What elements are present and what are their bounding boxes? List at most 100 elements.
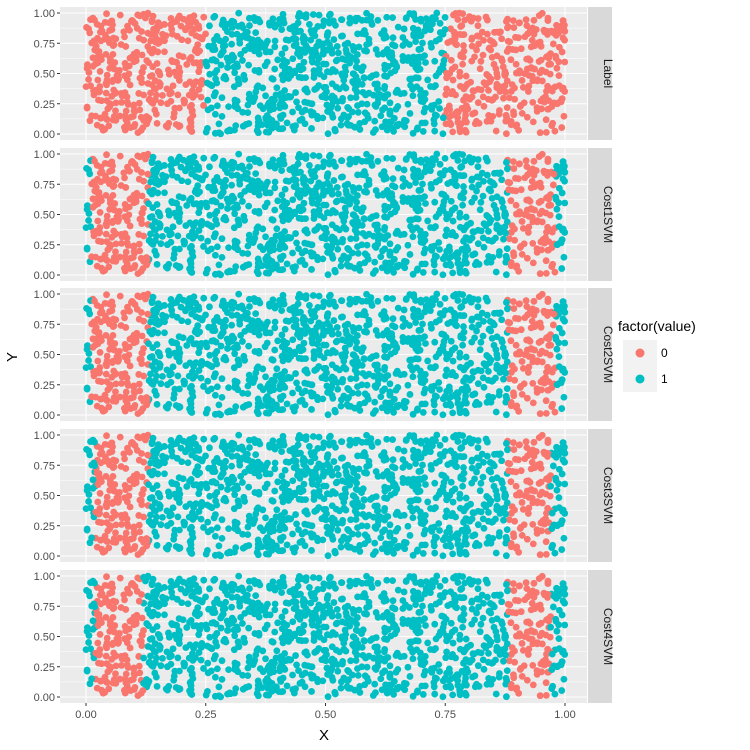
data-point: [146, 353, 154, 361]
data-point: [228, 165, 236, 172]
data-point: [338, 55, 346, 63]
data-point: [236, 180, 244, 188]
data-point: [354, 389, 362, 397]
data-point: [122, 397, 130, 404]
data-point: [115, 207, 123, 215]
data-point: [228, 56, 236, 64]
data-point: [527, 184, 535, 192]
data-point: [236, 320, 244, 328]
data-point: [399, 175, 407, 182]
y-tick-label: 0.75: [34, 319, 55, 331]
data-point: [503, 77, 511, 85]
data-point: [474, 303, 482, 311]
data-point: [515, 126, 523, 134]
data-point: [352, 14, 360, 22]
data-point: [560, 393, 568, 401]
data-point: [356, 267, 364, 274]
data-point: [430, 156, 438, 164]
data-point: [351, 85, 359, 93]
data-point: [258, 402, 266, 409]
data-point: [164, 264, 171, 272]
data-point: [131, 262, 139, 269]
data-point: [542, 269, 550, 277]
data-point: [306, 302, 313, 309]
data-point: [485, 72, 493, 80]
data-point: [521, 70, 529, 78]
data-point: [218, 393, 226, 401]
data-point: [255, 66, 263, 74]
data-point: [324, 271, 332, 279]
data-point: [391, 183, 399, 191]
data-point: [94, 498, 102, 506]
data-point: [449, 550, 457, 558]
y-tick-label: 0.50: [34, 210, 55, 222]
data-point: [350, 324, 357, 332]
data-point: [410, 53, 417, 61]
data-point: [330, 317, 338, 324]
data-point: [202, 311, 209, 319]
data-point: [459, 151, 467, 159]
data-point: [292, 263, 299, 271]
data-point: [447, 90, 455, 98]
data-point: [479, 473, 487, 481]
data-point: [321, 232, 329, 239]
data-point: [544, 436, 552, 444]
data-point: [140, 372, 148, 380]
data-point: [512, 60, 520, 68]
data-point: [399, 52, 407, 60]
data-point: [528, 205, 536, 213]
data-point: [218, 375, 226, 383]
data-point: [136, 215, 144, 223]
data-point: [374, 297, 382, 305]
data-point: [400, 257, 408, 265]
data-point: [546, 70, 554, 78]
data-point: [195, 163, 202, 171]
data-point: [117, 322, 125, 329]
data-point: [159, 311, 166, 319]
data-point: [255, 50, 263, 58]
data-point: [540, 26, 548, 34]
data-point: [127, 17, 135, 25]
data-point: [320, 73, 328, 81]
data-point: [433, 9, 441, 17]
data-point: [327, 385, 334, 393]
data-point: [93, 402, 101, 410]
data-point: [116, 292, 124, 300]
data-point: [269, 123, 277, 131]
data-point: [345, 121, 352, 129]
data-point: [262, 92, 269, 100]
data-point: [289, 55, 297, 63]
data-point: [308, 406, 315, 413]
data-point: [228, 305, 236, 312]
data-point: [304, 240, 312, 248]
data-point: [103, 71, 111, 79]
data-point: [148, 81, 156, 89]
data-point: [457, 164, 465, 171]
data-point: [549, 400, 557, 408]
data-point: [461, 16, 469, 24]
data-point: [206, 70, 214, 78]
data-point: [361, 47, 368, 55]
data-point: [525, 82, 533, 90]
data-point: [244, 242, 252, 250]
data-point: [185, 304, 193, 312]
data-point: [558, 95, 566, 103]
data-point: [195, 227, 203, 234]
data-point: [421, 333, 428, 340]
data-point: [183, 202, 191, 209]
data-point: [356, 126, 364, 133]
data-point: [269, 404, 277, 412]
data-point: [147, 89, 154, 97]
data-point: [390, 127, 397, 135]
data-point: [371, 361, 379, 369]
data-point: [457, 23, 465, 30]
facet-strip-label: Cost2SVM: [601, 326, 615, 383]
data-point: [139, 405, 147, 413]
data-point: [547, 60, 555, 68]
data-point: [453, 393, 460, 400]
data-point: [116, 11, 124, 19]
data-point: [328, 361, 336, 369]
data-point: [212, 497, 219, 505]
data-point: [129, 112, 137, 120]
data-point: [153, 23, 161, 31]
